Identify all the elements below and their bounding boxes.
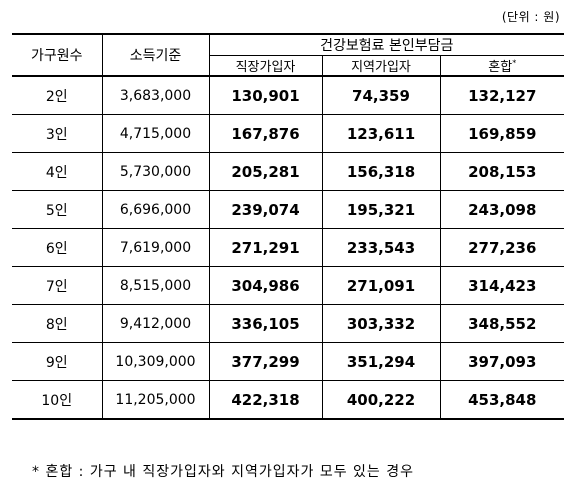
table-header-row: 가구원수 소득기준 건강보험료 본인부담금 xyxy=(12,33,565,77)
table-row: 7인 8,515,000 304,986 271,091 314,423 xyxy=(12,266,565,305)
cell-income: 3,683,000 xyxy=(101,75,210,115)
cell-regional: 400,222 xyxy=(321,380,441,420)
cell-employee: 304,986 xyxy=(208,266,323,305)
footnote: * 혼합 : 가구 내 직장가입자와 지역가입자가 모두 있는 경우 xyxy=(32,464,415,480)
cell-mixed: 132,127 xyxy=(439,75,565,115)
cell-household: 3인 xyxy=(12,114,103,153)
cell-mixed: 243,098 xyxy=(439,190,565,229)
cell-mixed: 397,093 xyxy=(439,342,565,381)
cell-mixed: 348,552 xyxy=(439,304,565,343)
cell-income: 6,696,000 xyxy=(101,190,210,229)
cell-mixed: 169,859 xyxy=(439,114,565,153)
cell-regional: 271,091 xyxy=(321,266,441,305)
cell-household: 4인 xyxy=(12,152,103,191)
header-premium-group: 건강보험료 본인부담금 xyxy=(208,33,565,56)
header-mixed-label: 혼합 xyxy=(488,60,513,75)
premium-table: 가구원수 소득기준 건강보험료 본인부담금 직장가입자 지역가입자 혼합* 2인… xyxy=(12,33,565,420)
cell-mixed: 277,236 xyxy=(439,228,565,267)
table-row: 3인 4,715,000 167,876 123,611 169,859 xyxy=(12,114,565,153)
cell-household: 2인 xyxy=(12,75,103,115)
cell-regional: 74,359 xyxy=(321,75,441,115)
header-regional: 지역가입자 xyxy=(321,55,441,77)
table-subheader-row: 직장가입자 지역가입자 혼합* xyxy=(12,55,565,77)
cell-income: 9,412,000 xyxy=(101,304,210,343)
cell-regional: 156,318 xyxy=(321,152,441,191)
cell-income: 10,309,000 xyxy=(101,342,210,381)
cell-regional: 195,321 xyxy=(321,190,441,229)
cell-household: 8인 xyxy=(12,304,103,343)
cell-employee: 271,291 xyxy=(208,228,323,267)
cell-income: 11,205,000 xyxy=(101,380,210,420)
cell-income: 8,515,000 xyxy=(101,266,210,305)
table-row: 4인 5,730,000 205,281 156,318 208,153 xyxy=(12,152,565,191)
header-income: 소득기준 xyxy=(101,33,210,77)
cell-employee: 422,318 xyxy=(208,380,323,420)
cell-regional: 303,332 xyxy=(321,304,441,343)
cell-employee: 167,876 xyxy=(208,114,323,153)
cell-employee: 205,281 xyxy=(208,152,323,191)
cell-income: 7,619,000 xyxy=(101,228,210,267)
cell-income: 4,715,000 xyxy=(101,114,210,153)
header-employee: 직장가입자 xyxy=(209,55,323,77)
table-row: 2인 3,683,000 130,901 74,359 132,127 xyxy=(12,75,565,115)
cell-employee: 377,299 xyxy=(208,342,323,381)
cell-household: 7인 xyxy=(12,266,103,305)
cell-household: 10인 xyxy=(12,380,103,420)
header-mixed: 혼합* xyxy=(439,55,565,77)
cell-mixed: 208,153 xyxy=(439,152,565,191)
cell-household: 5인 xyxy=(12,190,103,229)
table-row: 9인 10,309,000 377,299 351,294 397,093 xyxy=(12,342,565,381)
footnote-mark: * xyxy=(512,58,517,68)
unit-label: (단위 : 원) xyxy=(501,10,560,24)
cell-household: 6인 xyxy=(12,228,103,267)
cell-mixed: 314,423 xyxy=(439,266,565,305)
cell-employee: 239,074 xyxy=(208,190,323,229)
table-row: 5인 6,696,000 239,074 195,321 243,098 xyxy=(12,190,565,229)
cell-regional: 351,294 xyxy=(321,342,441,381)
cell-employee: 130,901 xyxy=(208,75,323,115)
table-row: 6인 7,619,000 271,291 233,543 277,236 xyxy=(12,228,565,267)
cell-employee: 336,105 xyxy=(208,304,323,343)
cell-income: 5,730,000 xyxy=(101,152,210,191)
header-household: 가구원수 xyxy=(12,33,103,77)
cell-household: 9인 xyxy=(12,342,103,381)
table-row: 8인 9,412,000 336,105 303,332 348,552 xyxy=(12,304,565,343)
cell-regional: 233,543 xyxy=(321,228,441,267)
cell-mixed: 453,848 xyxy=(439,380,565,420)
table-row: 10인 11,205,000 422,318 400,222 453,848 xyxy=(12,380,565,420)
cell-regional: 123,611 xyxy=(321,114,441,153)
